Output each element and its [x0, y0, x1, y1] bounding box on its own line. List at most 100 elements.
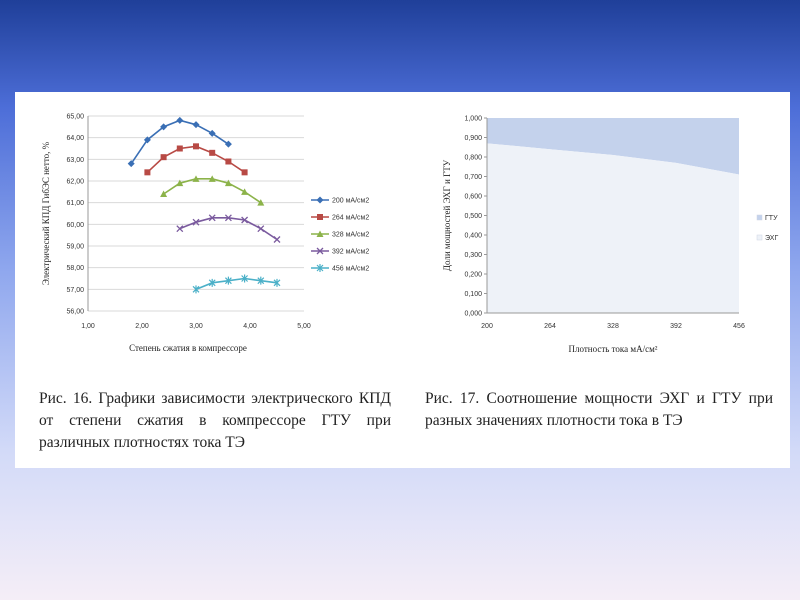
legend-swatch	[756, 234, 763, 241]
data-point	[192, 175, 200, 182]
legend-item: ЭХГ	[756, 234, 778, 242]
y-tick-label: 0,700	[464, 174, 482, 181]
data-point	[160, 190, 168, 197]
data-point	[176, 145, 183, 152]
data-point	[160, 123, 168, 131]
series-4	[192, 274, 281, 294]
series-1	[144, 143, 248, 176]
figure-17-caption: Рис. 17. Соотношение мощности ЭХГ и ГТУ …	[425, 390, 773, 429]
data-point	[224, 179, 232, 187]
y-tick-label: 0,200	[464, 272, 482, 279]
x-tick-label: 5,00	[297, 323, 311, 330]
data-point	[257, 225, 265, 233]
series-line	[130, 119, 229, 165]
data-point	[257, 199, 265, 206]
y-tick-label: 60,00	[66, 222, 84, 229]
data-point	[192, 218, 200, 226]
data-point	[316, 247, 324, 255]
data-point	[224, 214, 232, 222]
y-tick-label: 63,00	[66, 157, 84, 164]
legend-label: ЭХГ	[765, 235, 778, 242]
series-0	[127, 116, 232, 168]
y-tick-label: 0,800	[464, 155, 482, 162]
y-tick-label: 0,600	[464, 194, 482, 201]
data-point	[241, 216, 249, 224]
legend-item: 392 мА/см2	[311, 247, 369, 256]
figure-panel: 56,00 57,00 58,00 59,00 60,00 61,00 62,00 63,00…	[15, 92, 790, 468]
y-tick-label: 0,000	[464, 311, 482, 318]
x-axis-label: Плотность тока мА/см²	[568, 344, 657, 354]
data-point	[316, 230, 324, 237]
series-line	[163, 178, 262, 204]
y-tick-label: 56,00	[66, 309, 84, 316]
legend-item: ГТУ	[756, 214, 778, 222]
legend-label: 328 мА/см2	[332, 232, 369, 239]
y-tick-label: 1,000	[464, 116, 482, 123]
legend-item: 200 мА/см2	[311, 196, 369, 205]
x-tick-label: 2,00	[135, 323, 149, 330]
data-point	[208, 129, 216, 137]
series-line	[195, 277, 278, 291]
y-tick-label: 0,500	[464, 213, 482, 220]
data-point	[160, 154, 167, 161]
legend-label: 264 мА/см2	[332, 215, 369, 222]
data-point	[208, 214, 216, 222]
data-point	[208, 278, 216, 287]
series-2	[160, 175, 265, 206]
data-point	[224, 276, 232, 285]
data-point	[176, 116, 184, 124]
data-point	[241, 188, 249, 195]
x-tick-label: 3,00	[189, 323, 203, 330]
data-point	[176, 225, 184, 233]
x-tick-label: 200	[481, 323, 493, 330]
power-share-chart: 0,000 0,100 0,200 0,300 0,400 0,500 0,600 0,700…	[442, 116, 778, 355]
data-point	[176, 179, 184, 187]
x-tick-label: 392	[670, 323, 682, 330]
legend-label: 392 мА/см2	[332, 249, 369, 256]
efficiency-chart: 56,00 57,00 58,00 59,00 60,00 61,00 62,00 63,00…	[41, 114, 369, 354]
data-point	[193, 143, 199, 150]
legend-label: ГТУ	[765, 215, 778, 222]
legend-item: 456 мА/см2	[311, 264, 369, 273]
x-tick-label: 4,00	[243, 323, 257, 330]
data-point	[241, 274, 249, 283]
x-tick-label: 328	[607, 323, 619, 330]
y-tick-label: 61,00	[66, 200, 84, 207]
y-tick-label: 0,300	[464, 252, 482, 259]
data-point	[144, 169, 151, 176]
legend-item: 264 мА/см2	[311, 214, 369, 222]
data-point	[209, 149, 216, 156]
data-point	[143, 136, 151, 144]
y-axis-label: Электрический КПД ГибЭС нетто, %	[41, 141, 51, 285]
legend-item: 328 мА/см2	[311, 230, 369, 239]
data-point	[225, 158, 232, 165]
data-point	[208, 175, 216, 182]
data-point	[257, 276, 265, 285]
y-tick-label: 65,00	[66, 114, 84, 121]
data-point	[127, 160, 135, 168]
x-tick-label: 456	[733, 323, 745, 330]
y-tick-label: 0,100	[464, 291, 482, 298]
y-axis-label: Доли мощностей ЭХГ и ГТУ	[442, 159, 452, 271]
legend-label: 456 мА/см2	[332, 266, 369, 273]
x-tick-label: 1,00	[81, 323, 95, 330]
figure-16-caption: Рис. 16. Графики зависимости электрическ…	[39, 390, 391, 451]
data-point	[317, 214, 323, 220]
series-3	[176, 214, 281, 243]
data-point	[224, 140, 232, 148]
data-point	[192, 285, 200, 294]
data-point	[273, 236, 281, 243]
y-tick-label: 64,00	[66, 135, 84, 142]
area-ehg	[487, 143, 739, 313]
area-gtu	[487, 118, 739, 175]
y-tick-label: 62,00	[66, 179, 84, 186]
data-point	[192, 121, 200, 129]
y-tick-label: 57,00	[66, 287, 84, 294]
legend-swatch	[756, 214, 763, 221]
data-point	[316, 196, 324, 204]
y-tick-label: 0,400	[464, 233, 482, 240]
y-tick-label: 59,00	[66, 244, 84, 251]
y-tick-label: 0,900	[464, 135, 482, 142]
y-tick-label: 58,00	[66, 265, 84, 272]
x-axis-label: Степень сжатия в компрессоре	[129, 343, 247, 353]
